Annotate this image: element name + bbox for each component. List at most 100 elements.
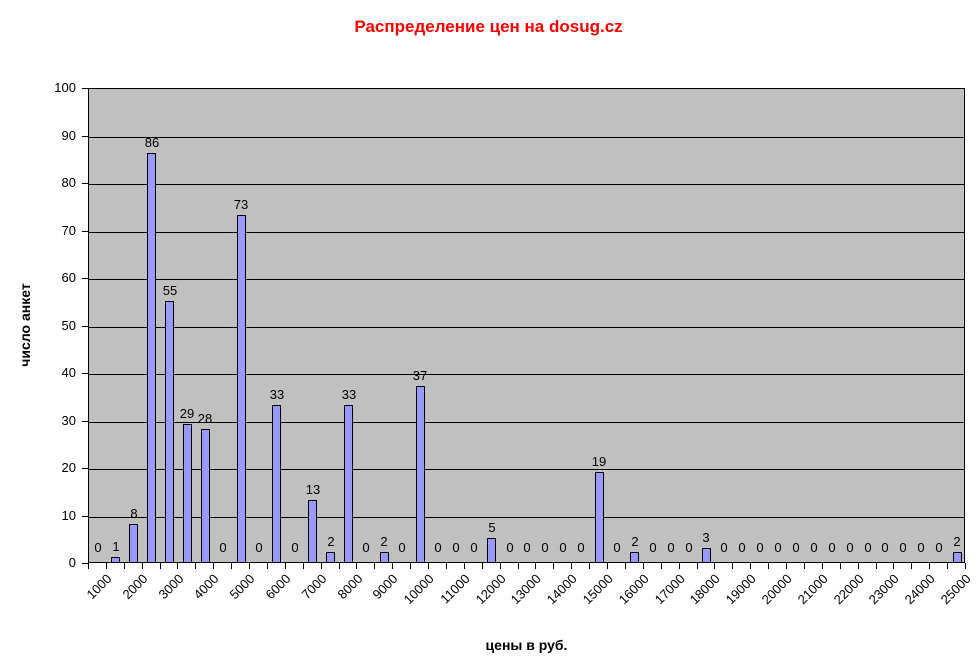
bar	[201, 429, 210, 562]
y-tick-label: 50	[61, 318, 76, 333]
y-tick-label: 10	[61, 508, 76, 523]
x-axis-tick	[374, 563, 375, 569]
x-axis-tick	[356, 563, 357, 569]
x-axis-tick	[195, 563, 196, 569]
bar-value-label: 0	[470, 540, 478, 555]
bar-value-label: 2	[327, 534, 335, 549]
bar-value-label: 0	[935, 540, 943, 555]
x-tick-label: 10000	[400, 571, 437, 608]
y-tick-label: 90	[61, 128, 76, 143]
bar-value-label: 28	[197, 411, 213, 426]
bar	[416, 386, 425, 562]
x-axis-tick	[303, 563, 304, 569]
y-tick-label: 0	[68, 555, 76, 570]
x-tick-label: 13000	[507, 571, 544, 608]
x-axis-tick	[947, 563, 948, 569]
bar-value-label: 0	[94, 540, 102, 555]
x-axis-tick	[607, 563, 608, 569]
bar-value-label: 29	[179, 406, 195, 421]
x-axis-tick	[858, 563, 859, 569]
x-axis-tick	[410, 563, 411, 569]
y-tick-label: 20	[61, 460, 76, 475]
gridline	[89, 137, 964, 138]
x-axis-tick	[446, 563, 447, 569]
bar-value-label: 0	[792, 540, 800, 555]
bar-value-label: 0	[434, 540, 442, 555]
bar-value-label: 3	[702, 530, 710, 545]
bar-value-label: 0	[613, 540, 621, 555]
x-tick-label: 1000	[83, 571, 115, 603]
chart-title: Распределение цен на dosug.cz	[354, 17, 623, 36]
x-axis-tick	[876, 563, 877, 569]
x-axis-tick	[267, 563, 268, 569]
bar-value-label: 0	[452, 540, 460, 555]
x-tick-label: 5000	[226, 571, 258, 603]
x-tick-label: 15000	[579, 571, 616, 608]
x-axis-tick	[804, 563, 805, 569]
x-axis-tick	[589, 563, 590, 569]
y-axis-tick	[82, 278, 88, 279]
bar-value-label: 0	[362, 540, 370, 555]
gridline	[89, 327, 964, 328]
bar-value-label: 0	[846, 540, 854, 555]
bar	[595, 472, 604, 562]
x-axis-tick	[965, 563, 966, 569]
bar	[183, 424, 192, 562]
x-axis-tick	[911, 563, 912, 569]
x-axis-tick	[464, 563, 465, 569]
x-axis-tick	[929, 563, 930, 569]
x-axis-tick	[840, 563, 841, 569]
bar-value-label: 2	[380, 534, 388, 549]
x-tick-label: 18000	[686, 571, 723, 608]
x-axis-tick	[518, 563, 519, 569]
x-tick-label: 22000	[830, 571, 867, 608]
bar	[702, 548, 711, 562]
bar	[111, 557, 120, 562]
bar	[237, 215, 246, 562]
x-tick-label: 19000	[722, 571, 759, 608]
gridline	[89, 517, 964, 518]
bar-value-label: 73	[233, 197, 249, 212]
x-tick-label: 3000	[155, 571, 187, 603]
y-tick-label: 30	[61, 413, 76, 428]
x-tick-label: 23000	[865, 571, 902, 608]
x-tick-label: 9000	[369, 571, 401, 603]
x-axis-tick	[428, 563, 429, 569]
bar-value-label: 8	[130, 506, 138, 521]
x-axis-tick	[285, 563, 286, 569]
x-tick-label: 20000	[758, 571, 795, 608]
bar-value-label: 0	[219, 540, 227, 555]
bar-value-label: 19	[591, 454, 607, 469]
x-axis-tick	[661, 563, 662, 569]
x-axis-tick	[321, 563, 322, 569]
bar-value-label: 0	[881, 540, 889, 555]
x-axis-tick	[500, 563, 501, 569]
bar-value-label: 0	[577, 540, 585, 555]
gridline	[89, 184, 964, 185]
y-axis-tick	[82, 468, 88, 469]
x-tick-label: 12000	[472, 571, 509, 608]
bar-value-label: 0	[828, 540, 836, 555]
gridline	[89, 374, 964, 375]
x-axis-tick	[553, 563, 554, 569]
y-tick-label: 60	[61, 270, 76, 285]
bar-value-label: 0	[810, 540, 818, 555]
bar-value-label: 33	[269, 387, 285, 402]
bar-value-label: 0	[899, 540, 907, 555]
gridline	[89, 279, 964, 280]
y-axis-tick	[82, 183, 88, 184]
bar-value-label: 33	[341, 387, 357, 402]
bar-value-label: 86	[144, 135, 160, 150]
x-axis-title: цены в руб.	[485, 637, 568, 653]
bar	[380, 552, 389, 562]
bar-value-label: 37	[412, 368, 428, 383]
y-axis-tick	[82, 136, 88, 137]
bar-value-label: 0	[756, 540, 764, 555]
bar	[344, 405, 353, 562]
x-axis-tick	[822, 563, 823, 569]
bar	[487, 538, 496, 562]
x-axis-tick	[535, 563, 536, 569]
y-tick-label: 80	[61, 175, 76, 190]
y-axis-tick	[82, 88, 88, 89]
bar-value-label: 0	[917, 540, 925, 555]
